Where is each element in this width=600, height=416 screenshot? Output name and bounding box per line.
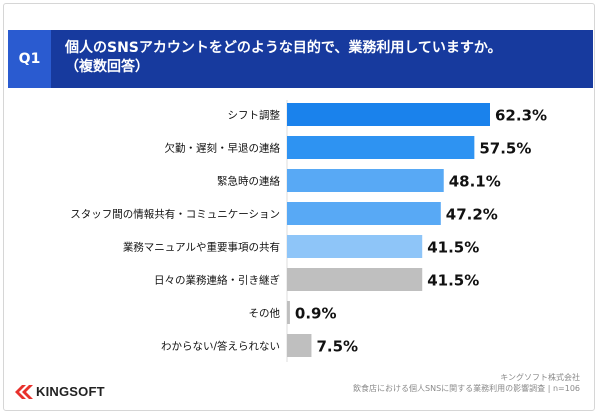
category-label: スタッフ間の情報共有・コミュニケーション — [70, 208, 280, 221]
value-label: 47.2% — [446, 206, 498, 224]
value-label: 41.5% — [427, 239, 479, 257]
question-line-2: （複数回答） — [65, 59, 149, 75]
bar — [287, 136, 475, 159]
value-label: 48.1% — [449, 173, 501, 191]
kingsoft-logo: KINGSOFT — [15, 384, 105, 399]
question-text: 個人のSNSアカウントをどのような目的で、業務利用していますか。 （複数回答） — [51, 30, 593, 88]
bar — [287, 334, 312, 357]
bar — [287, 202, 441, 225]
category-label: 日々の業務連絡・引き継ぎ — [154, 274, 280, 287]
category-label: 欠勤・遅刻・早退の連絡 — [165, 142, 281, 155]
value-label: 7.5% — [316, 338, 358, 356]
value-label: 62.3% — [495, 107, 547, 125]
category-label: 緊急時の連絡 — [217, 175, 280, 188]
source-note: キングソフト株式会社 飲食店における個人SNSに関する業務利用の影響調査 | n… — [353, 372, 580, 394]
logo-text: KINGSOFT — [36, 384, 105, 399]
source-survey: 飲食店における個人SNSに関する業務利用の影響調査 | n=106 — [353, 384, 580, 393]
question-line-1: 個人のSNSアカウントをどのような目的で、業務利用していますか。 — [65, 40, 502, 56]
value-label: 41.5% — [427, 272, 479, 290]
source-company: キングソフト株式会社 — [500, 373, 580, 382]
bar — [287, 235, 423, 258]
value-label: 0.9% — [295, 305, 337, 323]
category-label: 業務マニュアルや重要事項の共有 — [123, 241, 280, 254]
question-number: Q1 — [8, 30, 51, 88]
bar — [287, 301, 290, 324]
bar — [287, 103, 490, 126]
value-label: 57.5% — [479, 140, 531, 158]
kingsoft-mark-icon — [15, 384, 33, 399]
category-label: シフト調整 — [228, 109, 281, 122]
bar — [287, 268, 423, 291]
bar — [287, 169, 444, 192]
question-header: Q1 個人のSNSアカウントをどのような目的で、業務利用していますか。 （複数回… — [8, 30, 593, 88]
category-label: その他 — [249, 307, 281, 320]
category-label: わからない/答えられない — [161, 340, 280, 353]
